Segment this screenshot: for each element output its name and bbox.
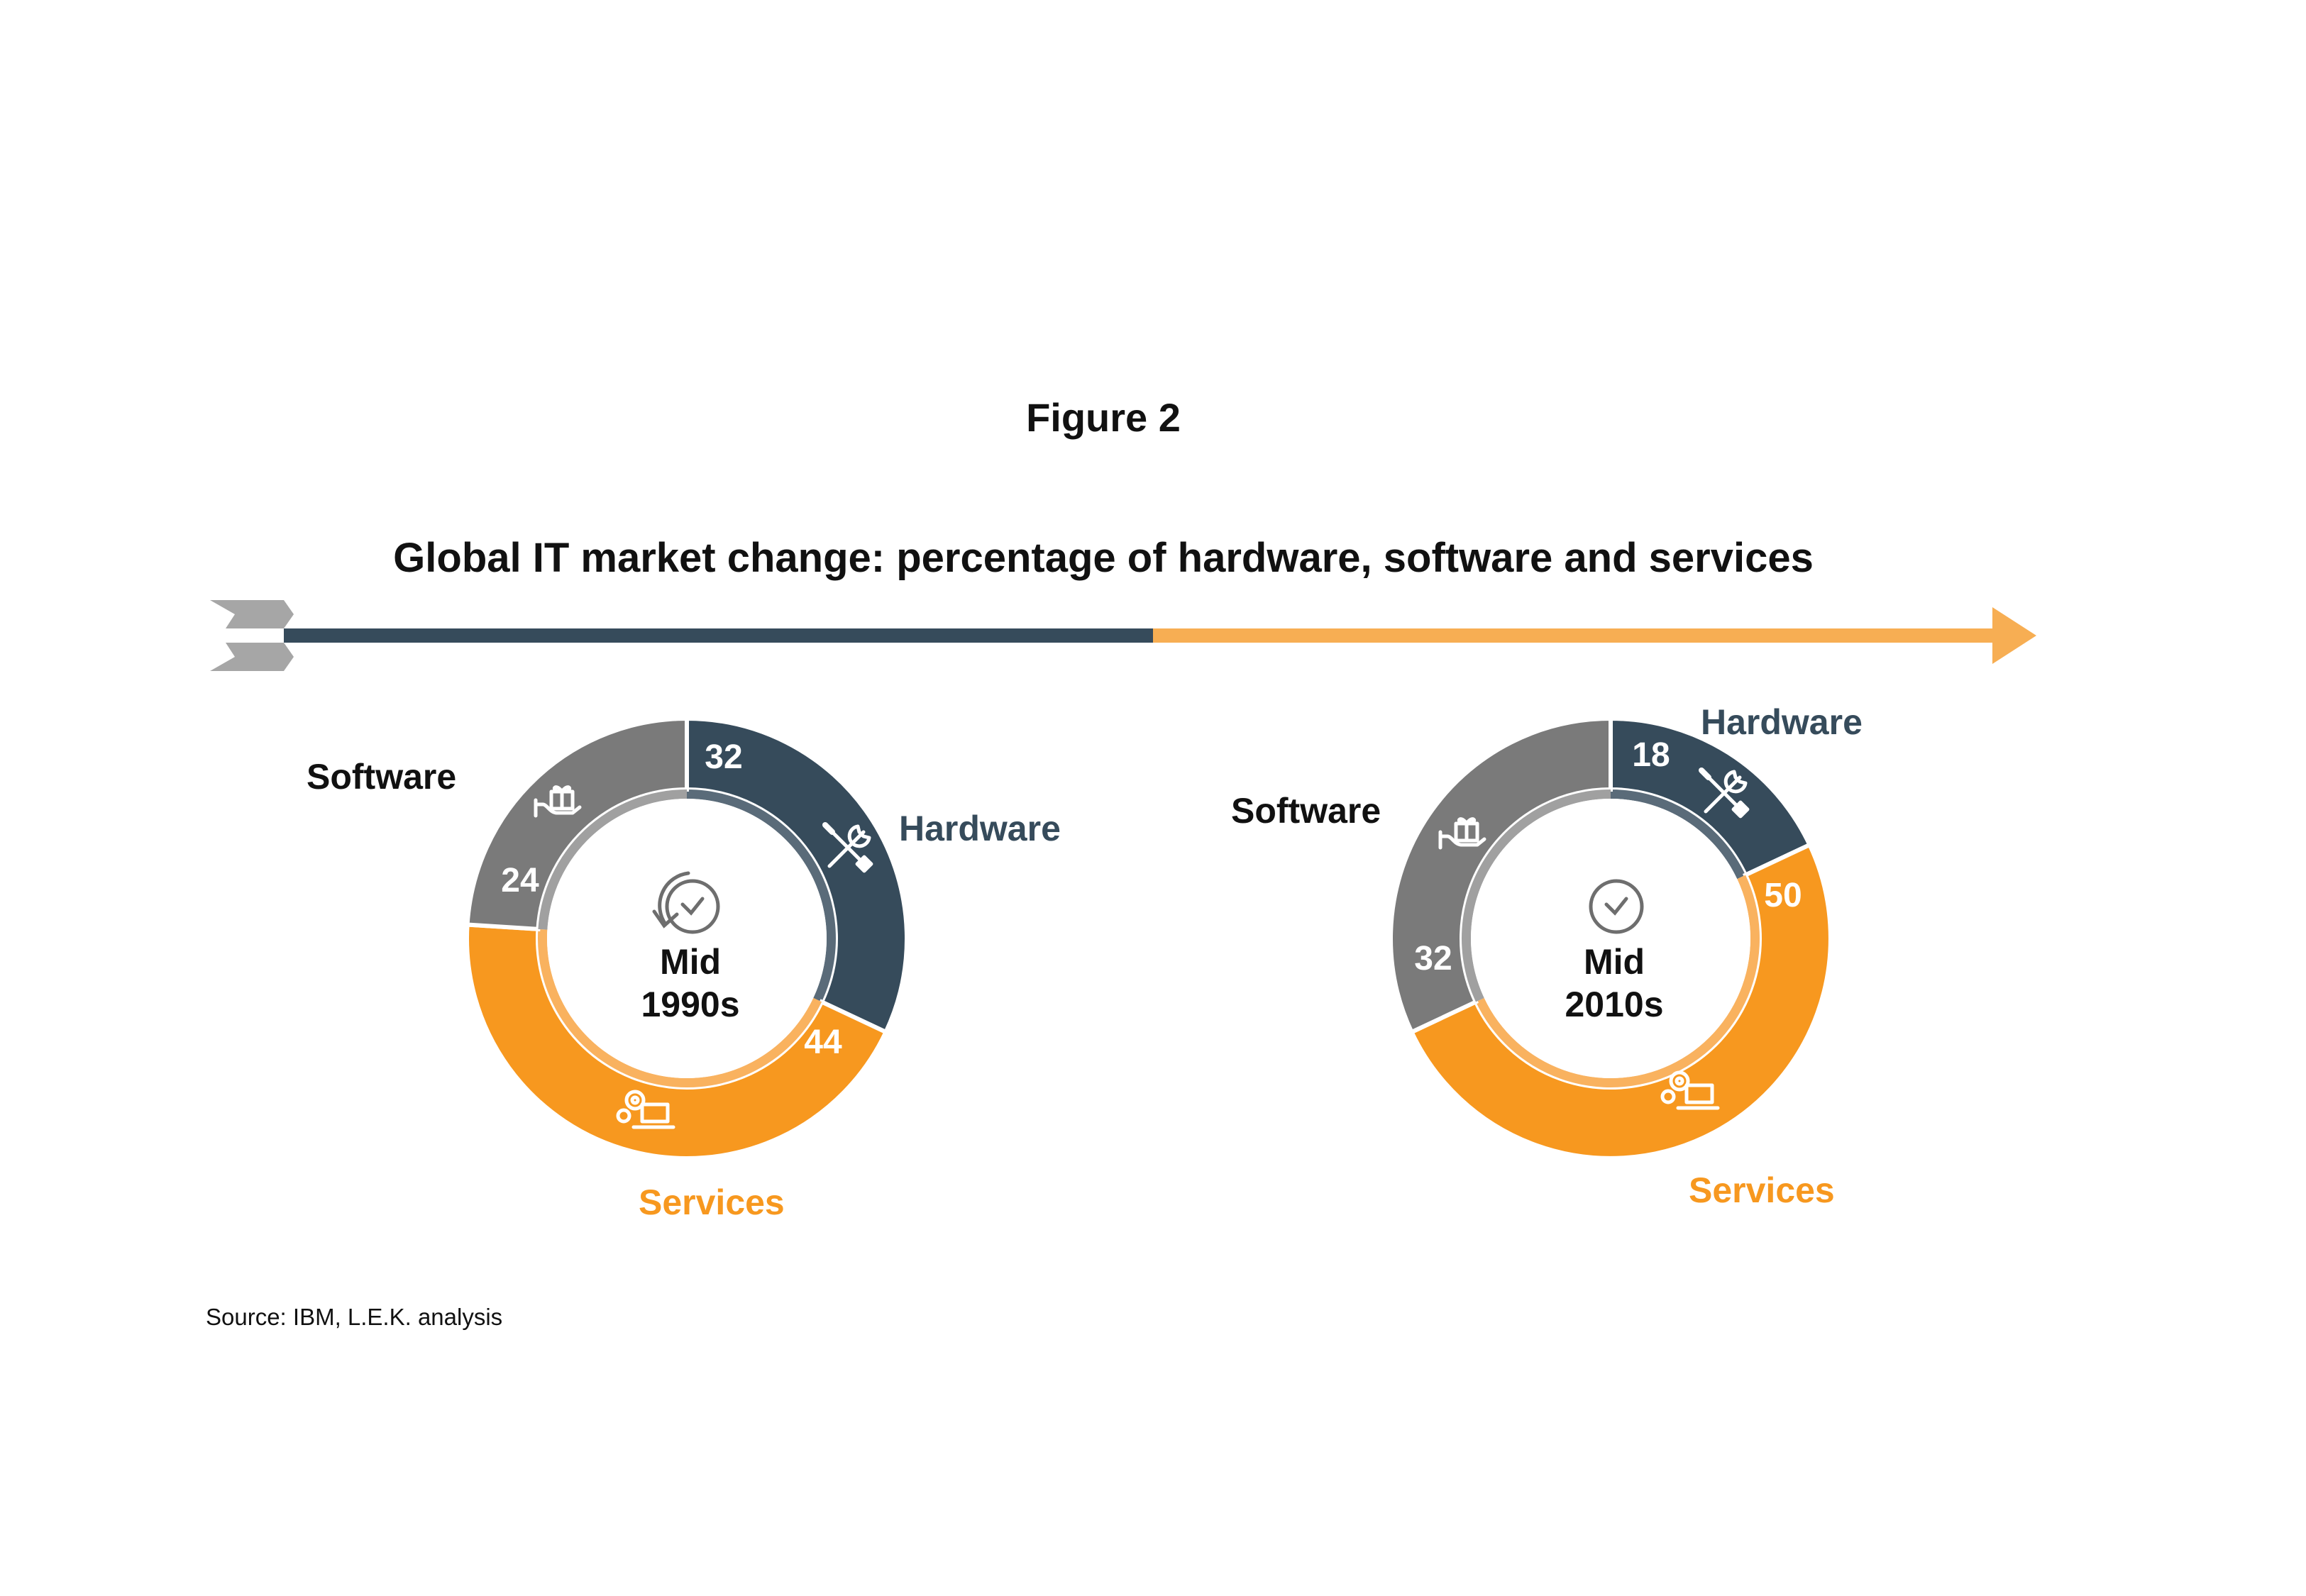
clock-icon — [665, 879, 720, 934]
wrench-screwdriver-icon — [1699, 767, 1750, 819]
center-label-line-2: 1990s — [641, 985, 739, 1024]
clock-icon — [1589, 879, 1644, 934]
donut-inner-ring-hardware — [687, 789, 836, 1002]
arrow-tail-lower — [210, 643, 294, 671]
label-services-2010s: Services — [1689, 1170, 1835, 1210]
label-services-1990s: Services — [639, 1182, 785, 1222]
gift-hand-icon — [534, 785, 582, 818]
value-label-software: 32 — [1414, 940, 1452, 977]
timeline-arrow — [210, 600, 2036, 671]
wrench-screwdriver-icon — [822, 822, 873, 873]
donut-inner-ring-software — [1462, 789, 1611, 1002]
center-label-line-2: 2010s — [1565, 985, 1663, 1024]
gift-hand-icon — [1438, 817, 1486, 850]
value-label-hardware: 32 — [705, 738, 742, 776]
value-label-hardware: 18 — [1632, 736, 1670, 774]
arrow-shaft-dark — [284, 628, 1153, 643]
chart-title: Global IT market change: percentage of h… — [393, 535, 1814, 581]
donut-center — [547, 799, 827, 1078]
refresh-arrow-icon — [652, 871, 690, 929]
label-hardware-2010s: Hardware — [1701, 702, 1863, 742]
donut-center — [1471, 799, 1750, 1078]
label-software-2010s: Software — [1231, 791, 1381, 831]
donut-inner-ring-hardware — [1611, 789, 1746, 880]
label-software-1990s: Software — [307, 757, 456, 797]
value-label-services: 50 — [1764, 877, 1802, 914]
arrow-tail-upper — [210, 600, 294, 628]
arrow-shaft-orange — [1153, 628, 1994, 643]
center-label-line-1: Mid — [660, 942, 721, 982]
source-note: Source: IBM, L.E.K. analysis — [206, 1304, 502, 1330]
figure-label: Figure 2 — [1026, 395, 1181, 440]
gear-laptop-icon — [616, 1090, 675, 1129]
arrow-head — [1992, 607, 2036, 664]
center-label-line-1: Mid — [1584, 942, 1645, 982]
gear-laptop-icon — [1660, 1070, 1720, 1110]
donut-inner-ring-software — [538, 789, 687, 930]
value-label-software: 24 — [501, 862, 539, 899]
value-label-services: 44 — [804, 1024, 842, 1061]
label-hardware-1990s: Hardware — [899, 809, 1061, 848]
